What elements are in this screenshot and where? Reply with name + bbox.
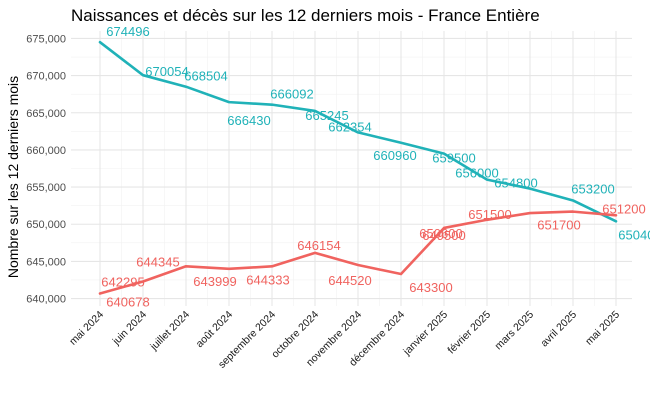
y-tick-label: 670,000 (26, 71, 66, 83)
data-label: 644345 (136, 254, 179, 269)
data-label: 651500 (468, 207, 511, 222)
x-axis-ticks: mai 2024 juin 2024 juillet 2024 août 2024se… (67, 309, 622, 371)
series-line-2 (98, 210, 618, 295)
data-label: 651200 (602, 201, 645, 216)
data-label: 662354 (328, 119, 371, 134)
y-tick-label: 660,000 (26, 145, 66, 157)
data-label: 660960 (373, 148, 416, 163)
grid (71, 31, 632, 306)
data-label: 666092 (270, 87, 313, 102)
data-label: 659500 (432, 151, 475, 166)
data-label: 651700 (537, 218, 580, 233)
x-tick-label: juillet 2024 (147, 309, 192, 354)
y-tick-label: 665,000 (26, 108, 66, 120)
y-tick-label: 645,000 (26, 256, 66, 268)
y-tick-label: 640,000 (26, 294, 66, 306)
data-label: 674496 (106, 24, 149, 39)
x-tick-label: août 2024 (194, 309, 236, 351)
x-tick-label: mai 2025 (583, 309, 622, 348)
data-label: 646154 (297, 238, 340, 253)
data-label: 665245 (305, 108, 348, 123)
data-label: 643999 (193, 274, 236, 289)
data-label: 654800 (494, 176, 537, 191)
data-label: 650400 (618, 227, 650, 242)
y-tick-label: 675,000 (26, 33, 66, 45)
x-tick-label: juin 2024 (110, 309, 149, 348)
data-label: 653200 (571, 182, 614, 197)
data-label: 666430 (227, 113, 270, 128)
data-label: 643300 (409, 280, 452, 295)
y-axis-label: Nombre sur les 12 derniers mois (5, 76, 21, 278)
y-axis-ticks: 640,000 645,000 650,000 655,000 660,000 665,0… (26, 33, 66, 305)
data-label: 668504 (184, 69, 227, 84)
y-tick-label: 650,000 (26, 219, 66, 231)
x-tick-label: mai 2024 (67, 309, 106, 348)
data-label: 644333 (246, 272, 289, 287)
data-label: 649500 (422, 228, 465, 243)
chart-title: Naissances et décès sur les 12 derniers … (71, 6, 540, 25)
x-tick-label: mars 2025 (493, 309, 537, 353)
y-tick-label: 655,000 (26, 182, 66, 194)
data-label: 642295 (101, 275, 144, 290)
series-lines (98, 40, 618, 295)
data-label: 670054 (145, 64, 188, 79)
data-label: 644520 (328, 273, 371, 288)
x-tick-label: avril 2025 (538, 309, 579, 350)
data-label: 650600 (419, 226, 462, 241)
data-label: 656000 (455, 166, 498, 181)
data-label: 640678 (106, 295, 149, 310)
series-line-1 (98, 40, 618, 223)
x-tick-label: janvier 2025 (400, 309, 450, 359)
x-tick-label: février 2025 (445, 309, 493, 357)
